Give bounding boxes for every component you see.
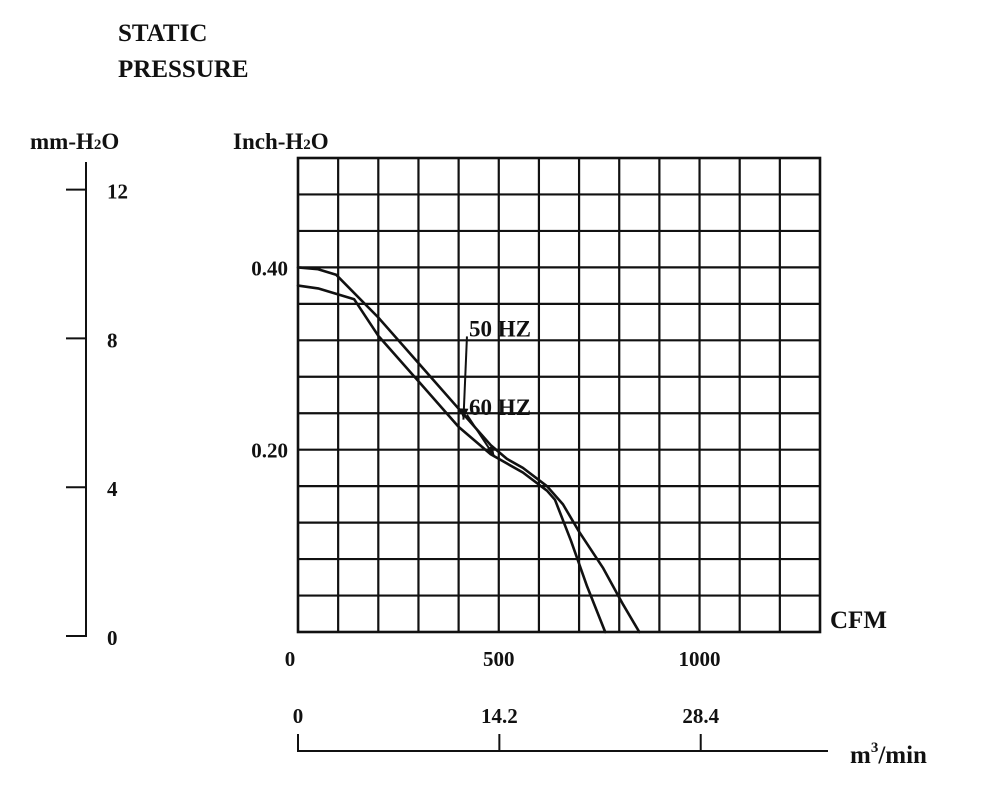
series-line-60hz [296,284,607,634]
y-tick-label: 0.20 [251,439,288,463]
y-tick-labels: 0.40 0.20 [251,256,288,462]
annotation-arrowhead [484,445,495,457]
y-axis-label: Inch-H2O [233,129,329,154]
left-axis-unit: mm-H2O [30,129,119,154]
left-axis-tick-label: 4 [107,477,118,501]
series-annotation-label: 50 HZ [469,316,531,341]
left-axis-tick-label: 8 [107,328,118,352]
x-tick-label: 1000 [679,647,721,671]
series-line-50hz [296,266,641,634]
left-axis-tick-label: 0 [107,626,118,650]
x-tick-label: 0 [285,647,296,671]
x-tick-label: 500 [483,647,515,671]
chart-title-line-1: STATIC [118,20,207,47]
bottom-axis-ticks: 0 14.2 28.4 [293,704,720,752]
y-tick-label: 0.40 [251,256,288,280]
annotations: 50 HZ 60 HZ [459,316,531,458]
chart-title-line-2: PRESSURE [118,56,249,83]
bottom-axis-tick-label: 28.4 [682,704,719,728]
left-axis-ticks: 12 8 4 0 [66,180,128,650]
annotation-arrowhead [459,408,469,420]
bottom-axis-tick-label: 14.2 [481,704,518,728]
annotation-leader-line [462,336,468,420]
plot-frame [296,156,822,634]
curves [296,266,641,634]
x-axis-label: CFM [830,607,887,634]
bottom-axis-tick-label: 0 [293,704,304,728]
bottom-axis-unit: m3/min [850,740,927,769]
x-tick-labels: 0 500 1000 [285,647,721,671]
series-annotation-label: 60 HZ [469,395,531,420]
plot-grid [298,158,820,632]
left-axis-tick-label: 12 [107,180,128,204]
